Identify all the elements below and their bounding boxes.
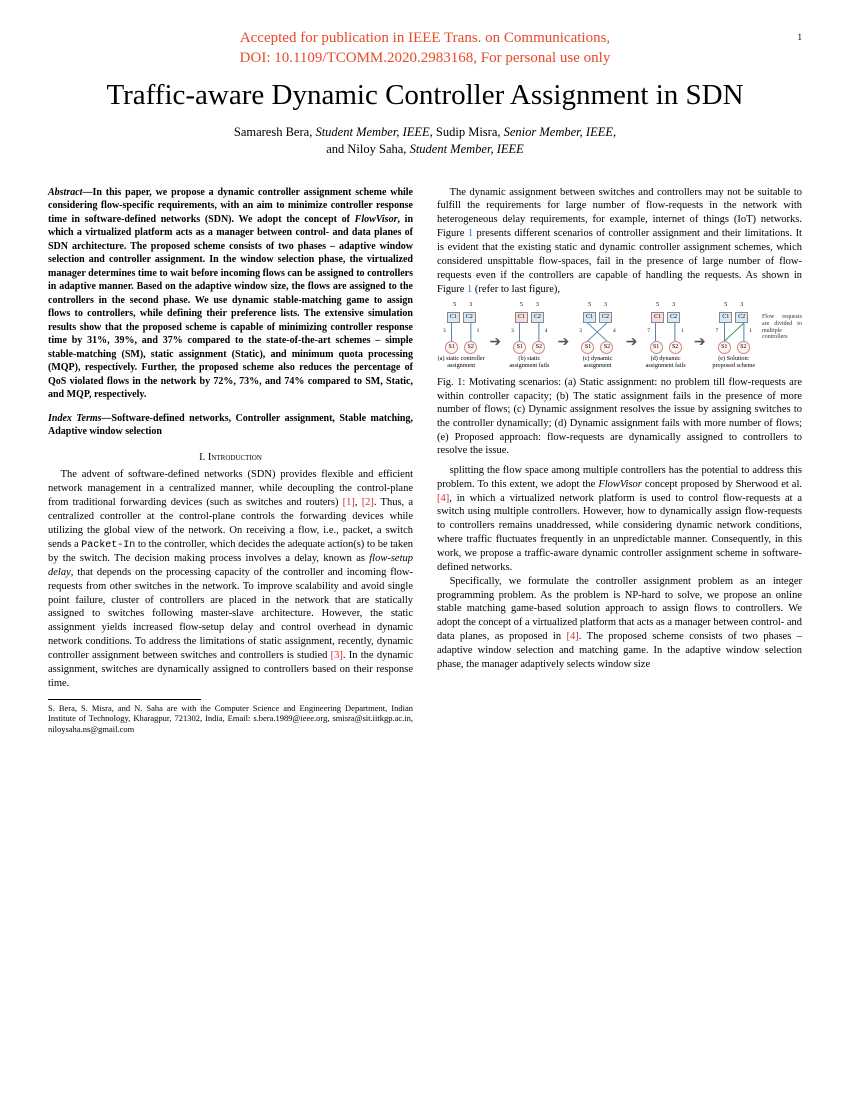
figure-scenario: 53C1C234S1S2(c) dynamic assignment	[573, 302, 621, 370]
intro-p1d: , that depends on the processing capacit…	[48, 567, 413, 661]
controller-box: C2	[667, 312, 680, 323]
capacity-value: 3	[531, 302, 544, 310]
switch-node: S2	[737, 341, 750, 354]
col2-para2: splitting the flow space among multiple …	[437, 464, 802, 575]
controller-box: C2	[735, 312, 748, 323]
capacity-value: 5	[651, 302, 664, 310]
figure-scenario: 53C1C271S1S2(e) Solution: proposed schem…	[710, 302, 758, 370]
scenario-sublabel: (c) dynamic assignment	[573, 356, 621, 370]
switch-node: S2	[532, 341, 545, 354]
controller-box: C1	[583, 312, 596, 323]
abstract-flowvisor: FlowVisor	[355, 214, 398, 225]
arrow-icon: ➔	[694, 334, 706, 352]
figure-scenario: 53C1C234S1S2(b) static assignment fails	[505, 302, 553, 370]
figure-1-caption: Fig. 1: Motivating scenarios: (a) Static…	[437, 376, 802, 458]
controller-box: C1	[515, 312, 528, 323]
authors-and: and	[326, 142, 344, 156]
author-footnote: S. Bera, S. Misra, and N. Saha are with …	[48, 703, 413, 735]
col2-para1: The dynamic assignment between switches …	[437, 186, 802, 297]
controller-box: C1	[447, 312, 460, 323]
controller-box: C2	[599, 312, 612, 323]
scenario-sublabel: (b) static assignment fails	[505, 356, 553, 370]
capacity-value: 5	[515, 302, 528, 310]
index-terms: Index Terms—Software-defined networks, C…	[48, 412, 413, 439]
author2-name: Sudip Misra,	[436, 125, 501, 139]
right-column: The dynamic assignment between switches …	[437, 186, 802, 735]
switch-node: S2	[669, 341, 682, 354]
capacity-value: 3	[667, 302, 680, 310]
section-1-heading: I. Introduction	[48, 451, 413, 465]
controller-box: C1	[719, 312, 732, 323]
intro-paragraph: The advent of software-defined networks …	[48, 468, 413, 690]
index-terms-label: Index Terms	[48, 413, 102, 424]
abstract-label: Abstract	[48, 187, 82, 198]
ref-3[interactable]: [3]	[331, 650, 343, 661]
scenario-sublabel: (a) static controller assignment	[437, 356, 485, 370]
paper-title: Traffic-aware Dynamic Controller Assignm…	[48, 79, 802, 112]
switch-node: S1	[581, 341, 594, 354]
abstract: Abstract—In this paper, we propose a dyn…	[48, 186, 413, 402]
switch-node: S1	[718, 341, 731, 354]
figure-sidenote: Flow requests are divided to multiple co…	[762, 314, 802, 340]
col2-p2b: concept proposed by Sherwood et al.	[642, 479, 802, 490]
capacity-value: 5	[719, 302, 732, 310]
ref-4[interactable]: [4]	[437, 493, 449, 504]
col2-p2c: , in which a virtualized network platfor…	[437, 493, 802, 573]
capacity-value: 3	[735, 302, 748, 310]
ref-4b[interactable]: [4]	[567, 631, 579, 642]
left-column: Abstract—In this paper, we propose a dyn…	[48, 186, 413, 735]
author1-role: Student Member, IEEE,	[315, 125, 432, 139]
arrow-icon: ➔	[626, 334, 638, 352]
acceptance-banner: Accepted for publication in IEEE Trans. …	[48, 28, 802, 69]
ref-1[interactable]: [1]	[343, 497, 355, 508]
abstract-text2: , in which a virtualized platform acts a…	[48, 214, 413, 401]
col2-flowvisor: FlowVisor	[598, 479, 642, 490]
capacity-value: 5	[583, 302, 596, 310]
arrow-icon: ➔	[558, 334, 570, 352]
two-column-body: Abstract—In this paper, we propose a dyn…	[48, 186, 802, 735]
banner-line2: DOI: 10.1109/TCOMM.2020.2983168, For per…	[240, 50, 611, 66]
authors-block: Samaresh Bera, Student Member, IEEE, Sud…	[48, 124, 802, 158]
figure-scenario: 53C1C271S1S2(d) dynamic assignment fails	[641, 302, 689, 370]
page-number: 1	[798, 32, 803, 42]
author3-role: Student Member, IEEE	[410, 142, 524, 156]
ref-2[interactable]: [2]	[362, 497, 374, 508]
index-terms-text: —Software-defined networks, Controller a…	[48, 413, 413, 438]
packet-in-term: Packet-In	[81, 540, 135, 551]
capacity-value: 3	[464, 302, 477, 310]
capacity-value: 3	[599, 302, 612, 310]
footnote-rule	[48, 699, 201, 700]
banner-line1: Accepted for publication in IEEE Trans. …	[240, 30, 610, 46]
arrow-icon: ➔	[489, 334, 501, 352]
controller-box: C2	[531, 312, 544, 323]
author1-name: Samaresh Bera,	[234, 125, 312, 139]
col2-para3: Specifically, we formulate the controlle…	[437, 575, 802, 672]
switch-node: S1	[445, 341, 458, 354]
author2-role: Senior Member, IEEE,	[504, 125, 616, 139]
switch-node: S1	[650, 341, 663, 354]
figure-scenario: 53C1C231S1S2(a) static controller assign…	[437, 302, 485, 370]
controller-box: C1	[651, 312, 664, 323]
capacity-value: 5	[448, 302, 461, 310]
switch-node: S2	[464, 341, 477, 354]
switch-node: S1	[513, 341, 526, 354]
switch-node: S2	[600, 341, 613, 354]
figure-1: 53C1C231S1S2(a) static controller assign…	[437, 302, 802, 457]
col2-p1c: (refer to last figure),	[472, 284, 560, 295]
author3-name: Niloy Saha,	[347, 142, 406, 156]
intro-comma: ,	[355, 497, 362, 508]
scenario-sublabel: (e) Solution: proposed scheme	[710, 356, 758, 370]
controller-box: C2	[463, 312, 476, 323]
scenario-sublabel: (d) dynamic assignment fails	[641, 356, 689, 370]
